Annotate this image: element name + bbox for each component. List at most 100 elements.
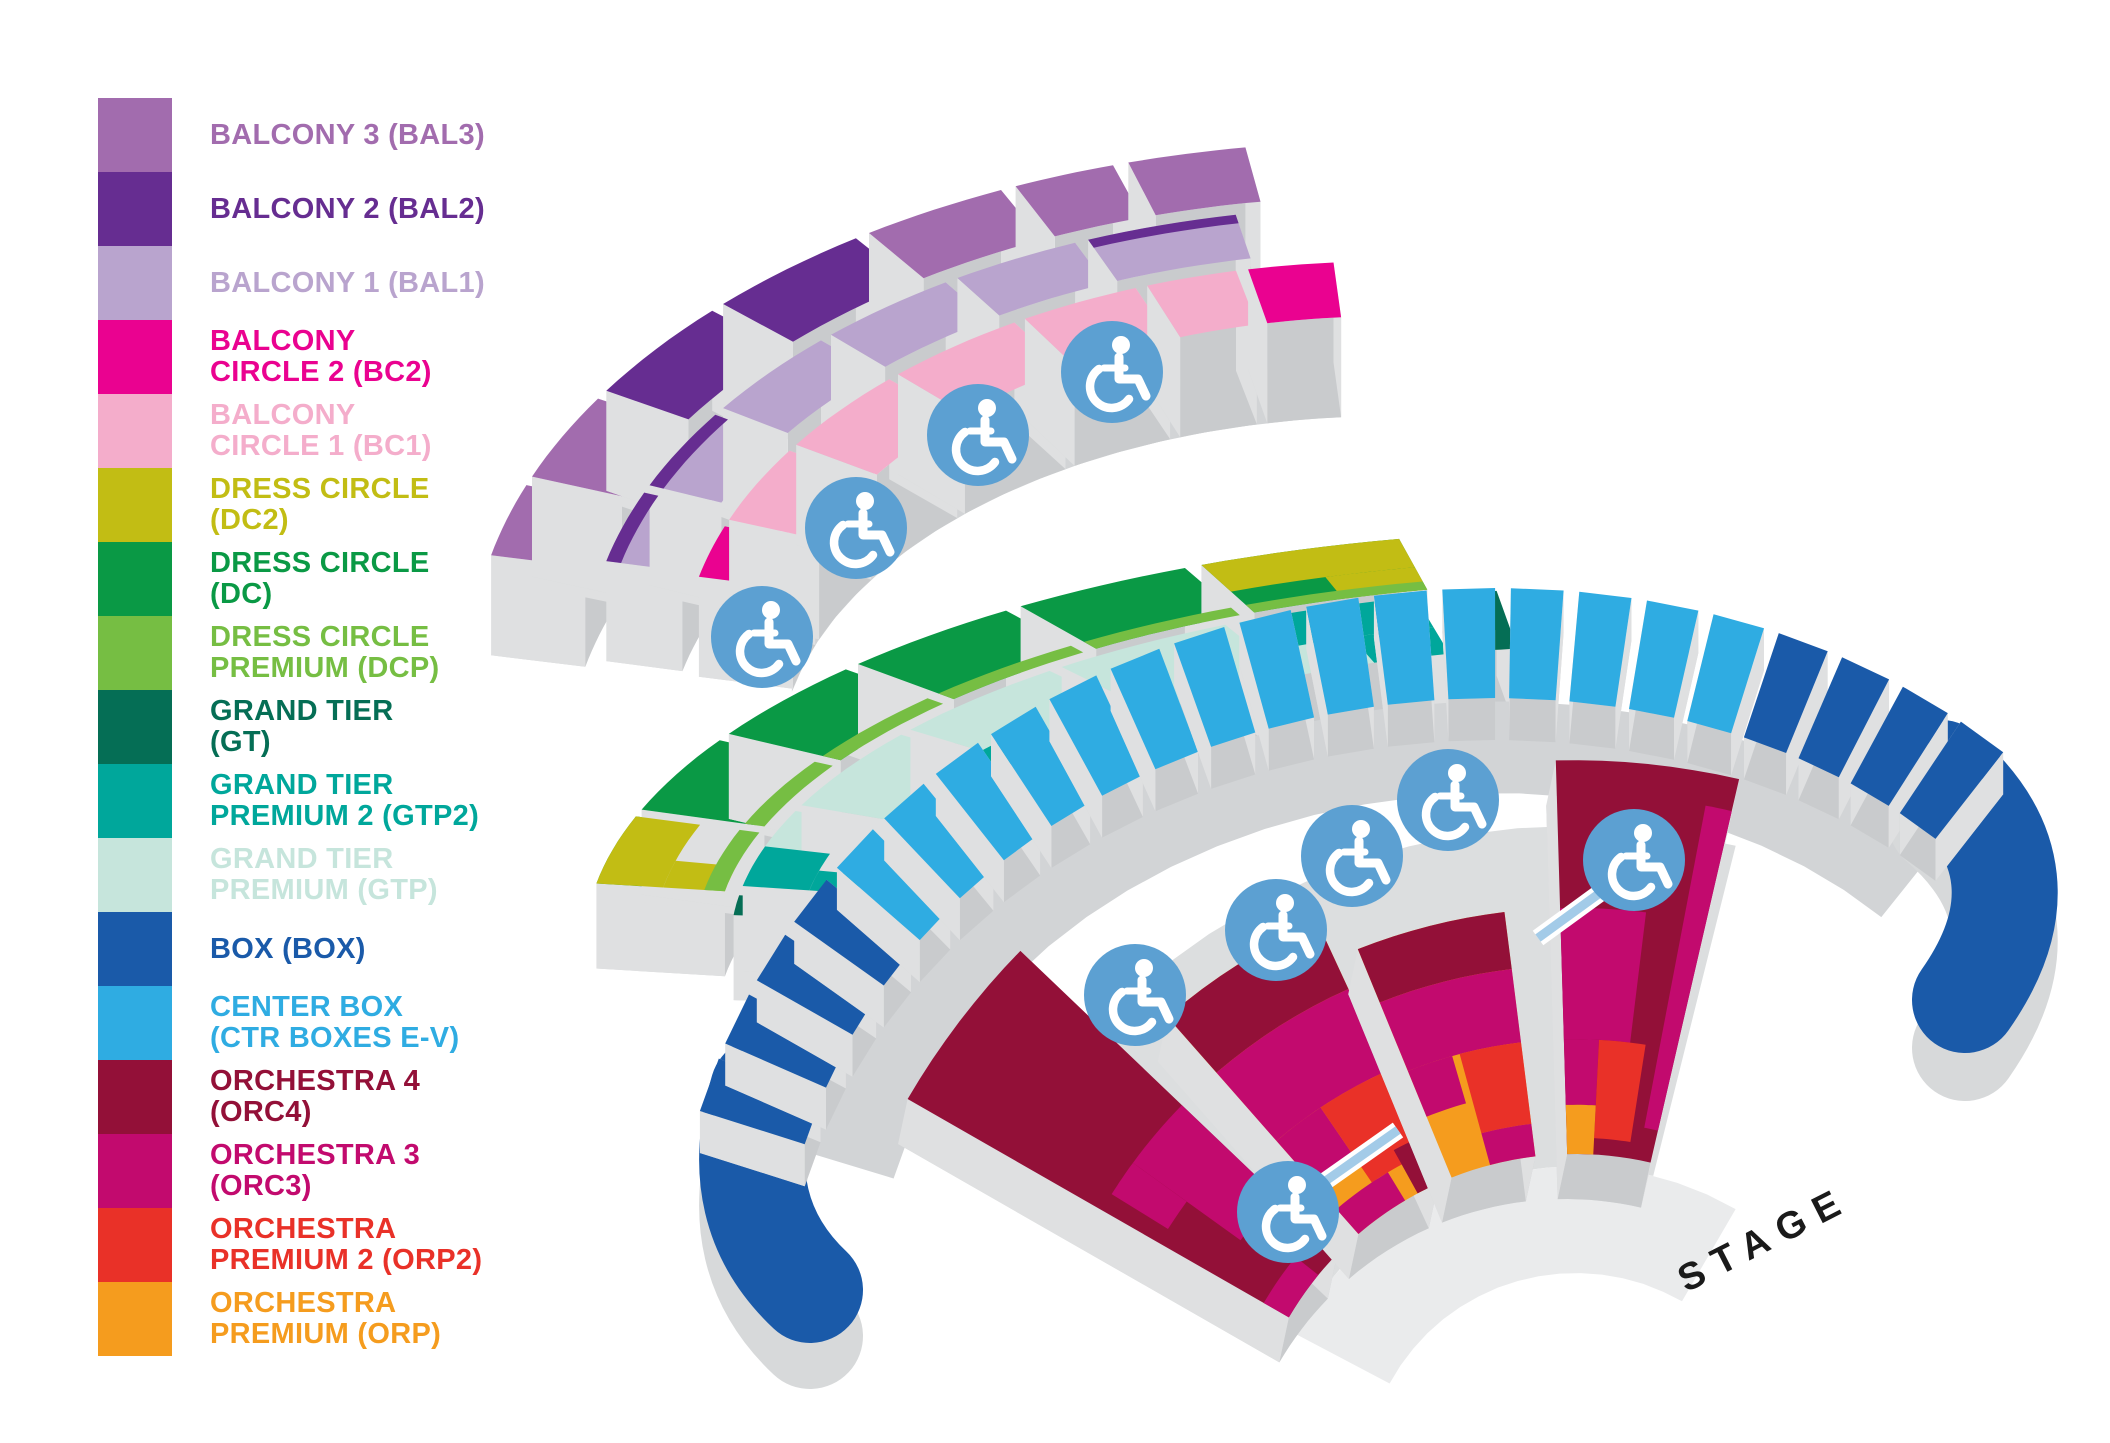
section-block-bc1[interactable] [898, 322, 1066, 414]
legend-swatch-gtp [98, 838, 172, 912]
block-front-wall [1743, 737, 1787, 795]
section-block-ctr[interactable] [1569, 591, 1632, 707]
legend-swatch-dc [98, 542, 172, 616]
block-front-wall [1211, 732, 1256, 789]
section-block-bal3[interactable] [1015, 165, 1142, 237]
legend-label-line: CIRCLE 1 (BC1) [210, 430, 432, 462]
section-block-ctr[interactable] [884, 783, 994, 899]
legend-label-dc: DRESS CIRCLE (DC) [210, 548, 430, 610]
legend-swatch-ctr [98, 986, 172, 1060]
section-block-bal3[interactable] [1128, 147, 1261, 216]
block-front-wall [1509, 698, 1556, 743]
legend-item-dc2: DRESS CIRCLE (DC2) [98, 468, 485, 542]
section-block-bc1[interactable] [1147, 270, 1257, 338]
subsection-orc3 [1560, 907, 1647, 1043]
block-side-wall [991, 734, 1052, 868]
section-block-bc2[interactable] [1248, 262, 1342, 324]
section-block-ctr[interactable] [1373, 590, 1435, 705]
legend-item-bal1: BALCONY 1 (BAL1) [98, 246, 485, 320]
block-side-wall [1935, 752, 2004, 881]
legend-label-line: PREMIUM 2 (GTP2) [210, 800, 480, 832]
section-block-box[interactable] [794, 879, 912, 986]
legend-label-line: (ORC3) [210, 1170, 312, 1202]
subsection-dc2 [1201, 538, 1415, 592]
section-block-ctr[interactable] [1174, 627, 1256, 747]
section-block-bal3[interactable] [869, 190, 1042, 279]
legend-label-line: CIRCLE 2 (BC2) [210, 356, 432, 388]
section-block-box[interactable] [1899, 721, 2004, 839]
legend-label-bal1: BALCONY 1 (BAL1) [210, 266, 485, 299]
block-side-wall [1049, 699, 1103, 838]
legend-label-line: DRESS CIRCLE [210, 621, 430, 653]
section-block-ctr[interactable] [1687, 614, 1764, 734]
section-block-ctr[interactable] [1306, 597, 1374, 715]
section-block-bal2[interactable] [723, 238, 912, 342]
subsection-orc3 [1111, 1162, 1187, 1229]
block-side-wall [1110, 668, 1156, 812]
section-block-box[interactable] [1798, 657, 1890, 778]
section-block-box[interactable] [725, 994, 846, 1088]
legend-swatch-box [98, 912, 172, 986]
block-front-wall [1348, 1183, 1439, 1279]
block-side-wall [1248, 269, 1268, 424]
wheelchair-icon [1397, 749, 1499, 851]
section-block-ctr[interactable] [935, 742, 1041, 861]
section-block-ctr[interactable] [1509, 588, 1564, 701]
block-side-wall [756, 980, 853, 1077]
block-front-wall [1569, 701, 1616, 749]
legend-label-line: DRESS CIRCLE [210, 547, 430, 579]
section-block-bal1[interactable] [831, 282, 989, 367]
section-block-box[interactable] [1850, 686, 1948, 806]
legend-label-line: BALCONY 1 (BAL1) [210, 266, 485, 299]
legend-label-line: ORCHESTRA 4 [210, 1065, 421, 1097]
legend-label-orp2: ORCHESTRA PREMIUM 2 (ORP2) [210, 1214, 482, 1276]
block-side-wall [725, 1043, 826, 1130]
legend-label-line: BALCONY 2 (BAL2) [210, 192, 485, 225]
legend-label-bal2: BALCONY 2 (BAL2) [210, 192, 485, 225]
subsection-dcp [1245, 581, 1428, 613]
legend-item-box: BOX (BOX) [98, 912, 485, 986]
wheelchair-icon [1225, 879, 1327, 981]
section-block-ctr[interactable] [1049, 675, 1143, 796]
subsection-bal2 [606, 492, 659, 563]
legend-label-gtp2: GRAND TIER PREMIUM 2 (GTP2) [210, 770, 479, 832]
section-block-ctr[interactable] [1110, 648, 1199, 770]
section-block-ctr[interactable] [1239, 610, 1315, 729]
subsection-orc3 [1216, 988, 1387, 1141]
legend: BALCONY 3 (BAL3) BALCONY 2 (BAL2) BALCONY … [98, 98, 485, 1356]
subsection-orc3 [1263, 1256, 1319, 1318]
legend-label-line: GRAND TIER [210, 843, 394, 875]
legend-label-line: (GT) [210, 726, 271, 758]
legend-swatch-orp [98, 1282, 172, 1356]
wheelchair-icon [1237, 1161, 1339, 1263]
block-front-wall [1629, 709, 1674, 760]
section-block-ctr[interactable] [1629, 600, 1699, 718]
subsection-dcp [1084, 607, 1240, 649]
subsection-orc3 [1644, 805, 1732, 1131]
legend-swatch-gt [98, 690, 172, 764]
legend-item-bc2: BALCONY CIRCLE 2 (BC2) [98, 320, 485, 394]
legend-label-orp: ORCHESTRA PREMIUM (ORP) [210, 1288, 441, 1350]
section-block-box[interactable] [1743, 633, 1828, 753]
legend-label-line: (ORC4) [210, 1096, 312, 1128]
block-side-wall [699, 1111, 805, 1187]
section-block-ctr[interactable] [991, 706, 1091, 826]
section-block-dc[interactable] [1020, 568, 1240, 649]
legend-label-orc3: ORCHESTRA 3 (ORC3) [210, 1140, 420, 1202]
section-block-ctr[interactable] [836, 829, 951, 941]
legend-item-bal2: BALCONY 2 (BAL2) [98, 172, 485, 246]
section-block-box[interactable] [756, 934, 877, 1035]
section-block-ctr[interactable] [1442, 588, 1496, 700]
legend-swatch-bc1 [98, 394, 172, 468]
legend-label-box: BOX (BOX) [210, 933, 366, 965]
subsection-bal2 [649, 414, 728, 489]
block-side-wall [1615, 598, 1632, 749]
legend-swatch-bal2 [98, 172, 172, 246]
legend-label-line: BALCONY 3 (BAL3) [210, 118, 485, 151]
section-block-bal1[interactable] [957, 242, 1106, 316]
tier-boxes [699, 588, 2058, 1389]
block-side-wall [1348, 949, 1452, 1223]
legend-label-line: CENTER BOX [210, 991, 404, 1023]
legend-item-bal3: BALCONY 3 (BAL3) [98, 98, 485, 172]
